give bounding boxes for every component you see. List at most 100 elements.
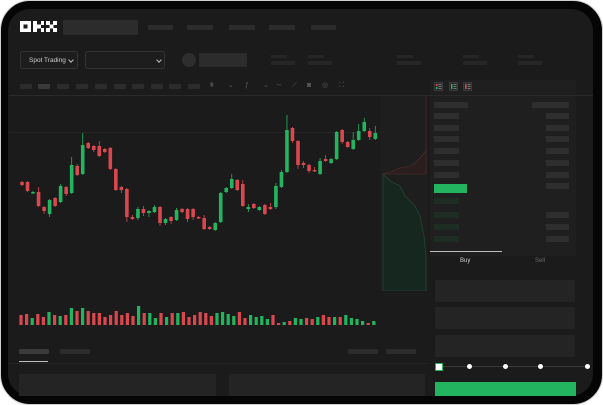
ask-price — [434, 136, 459, 142]
settings-icon[interactable]: ◎ — [322, 82, 329, 89]
candle — [323, 159, 328, 161]
candle-type-icon[interactable]: ⩩ — [210, 82, 214, 89]
filter-button[interactable] — [348, 349, 378, 354]
ask-amount — [546, 136, 569, 142]
price-input[interactable] — [435, 280, 575, 302]
candle — [119, 187, 124, 190]
tab-sell[interactable]: Sell — [535, 258, 546, 264]
candle — [103, 149, 107, 152]
volume-bar — [92, 313, 96, 325]
candle — [25, 182, 30, 191]
candle — [147, 211, 151, 213]
market-dropdown-label: Spot Trading — [29, 56, 66, 64]
timeframe-button[interactable] — [38, 84, 50, 89]
candle — [42, 207, 46, 211]
candle — [213, 223, 217, 230]
timeframe-button[interactable] — [188, 84, 200, 89]
volume-bar — [181, 312, 185, 325]
candle — [136, 209, 140, 218]
camera-icon[interactable]: ◙ — [307, 82, 312, 89]
timeframe-button[interactable] — [57, 84, 69, 89]
volume-bar — [125, 313, 129, 325]
candle — [141, 209, 146, 213]
amount-slider[interactable] — [440, 366, 588, 367]
tab-buy[interactable]: Buy — [460, 258, 471, 264]
pair-dropdown[interactable] — [85, 51, 165, 69]
timeframe-button[interactable] — [114, 84, 126, 89]
timeframe-button[interactable] — [151, 84, 163, 89]
ask-amount — [546, 148, 569, 154]
slider-handle[interactable] — [435, 363, 443, 371]
depth-chart — [380, 96, 428, 291]
market-dropdown[interactable]: Spot Trading — [20, 51, 78, 69]
volume-bar — [114, 311, 118, 325]
slider-stop-75[interactable] — [538, 364, 543, 369]
total-input[interactable] — [435, 335, 575, 357]
nav-item-2[interactable] — [187, 25, 213, 30]
nav-item-4[interactable] — [269, 25, 295, 30]
order-book-view-toggle[interactable] — [434, 82, 474, 91]
nav-item-5[interactable] — [311, 25, 336, 30]
volume-bar — [209, 316, 213, 325]
buy-button[interactable] — [435, 382, 576, 396]
volume-bar — [243, 318, 247, 325]
line-tool-icon[interactable]: ∼ — [276, 82, 282, 89]
ask-price — [434, 172, 459, 178]
indicator-icon[interactable]: ƒ — [245, 82, 249, 89]
volume-bar — [260, 316, 264, 325]
candle — [235, 180, 240, 190]
candle — [185, 209, 190, 219]
volume-bar — [187, 317, 191, 325]
candle — [218, 193, 223, 222]
stat-value — [308, 61, 332, 65]
fullscreen-icon[interactable]: ⛶ — [339, 82, 344, 89]
chevron-down-icon[interactable]: ⌄ — [263, 82, 269, 89]
volume-bar — [271, 315, 275, 325]
divider — [9, 95, 429, 96]
candle — [114, 169, 118, 190]
volume-bar — [193, 315, 197, 325]
candle — [108, 148, 113, 169]
volume-bar — [165, 317, 169, 325]
okx-logo[interactable] — [20, 21, 57, 33]
candle — [274, 186, 278, 207]
timeframe-button[interactable] — [169, 84, 181, 89]
volume-bar — [103, 317, 107, 325]
nav-item-3[interactable] — [229, 25, 255, 30]
volume-bar — [299, 319, 303, 325]
amount-input[interactable] — [435, 307, 575, 329]
slider-stop-100[interactable] — [585, 364, 590, 369]
slider-stop-25[interactable] — [467, 364, 472, 369]
stat-label — [308, 55, 324, 58]
tab-open-orders[interactable] — [19, 349, 49, 354]
candle — [257, 207, 262, 210]
volume-bar — [97, 313, 101, 325]
volume-bar — [327, 317, 331, 325]
candle — [202, 218, 206, 229]
volume-bar — [288, 321, 292, 325]
timeframe-button[interactable] — [95, 84, 107, 89]
bid-amount — [546, 224, 569, 230]
ask-price — [434, 148, 459, 154]
nav-item-1[interactable] — [148, 25, 173, 30]
bid-price — [434, 212, 459, 218]
candle — [334, 132, 339, 159]
divider — [9, 363, 429, 364]
bid-price — [434, 236, 459, 242]
timeframe-button[interactable] — [76, 84, 88, 89]
chevron-down-icon[interactable]: ⌄ — [228, 82, 234, 89]
ruler-icon[interactable]: ⟋ — [292, 82, 297, 89]
volume-bar — [53, 315, 57, 325]
candle — [285, 130, 289, 172]
tab-order-history[interactable] — [60, 349, 90, 354]
header-price — [434, 102, 468, 108]
search-bar[interactable] — [63, 20, 138, 35]
timeframe-button[interactable] — [20, 84, 32, 89]
timeframe-button[interactable] — [132, 84, 144, 89]
candle — [241, 184, 245, 206]
candle — [356, 131, 361, 140]
slider-stop-50[interactable] — [503, 364, 508, 369]
candle — [307, 165, 311, 171]
view-all-button[interactable] — [386, 349, 416, 354]
